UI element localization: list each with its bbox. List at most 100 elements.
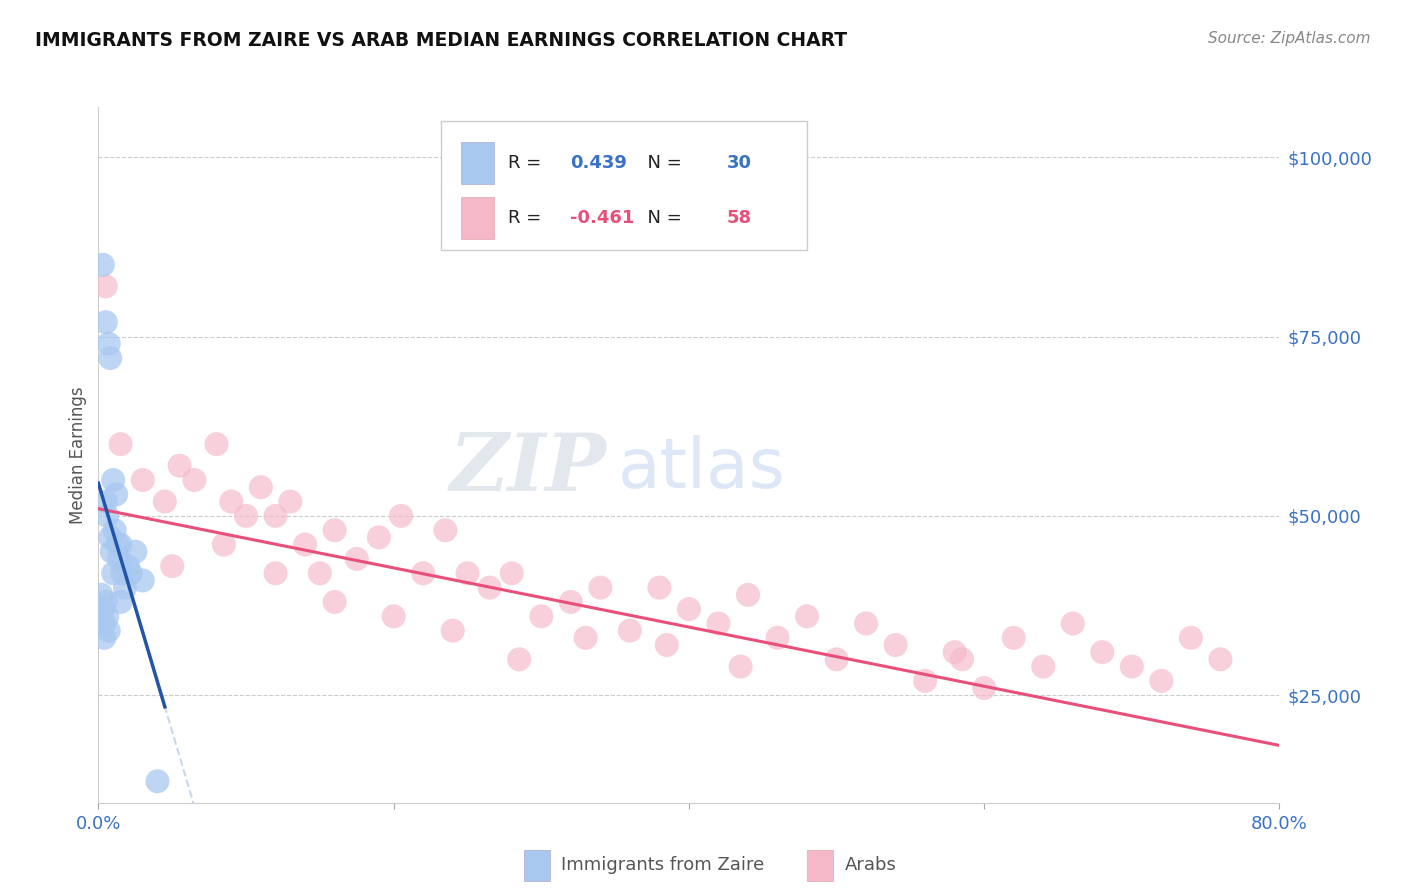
Point — [212, 538, 235, 552]
Text: R =: R = — [508, 210, 547, 227]
Point — [221, 494, 243, 508]
Point — [94, 279, 117, 293]
Point — [950, 652, 973, 666]
Bar — [523, 850, 550, 881]
Point — [323, 595, 346, 609]
Point — [914, 673, 936, 688]
Point — [737, 588, 759, 602]
Text: Arabs: Arabs — [845, 856, 897, 874]
Point — [309, 566, 332, 581]
Point — [98, 351, 121, 365]
Point — [648, 581, 671, 595]
Point — [97, 336, 120, 351]
Point — [91, 258, 114, 272]
Point — [619, 624, 641, 638]
Bar — [461, 142, 494, 184]
Text: N =: N = — [636, 153, 688, 171]
Point — [855, 616, 877, 631]
Point — [574, 631, 596, 645]
Point — [114, 581, 136, 595]
Point — [250, 480, 273, 494]
Point — [97, 624, 120, 638]
Point — [508, 652, 530, 666]
Point — [96, 609, 118, 624]
Point — [124, 545, 146, 559]
Point — [103, 566, 125, 581]
Point — [111, 566, 134, 581]
Point — [1150, 673, 1173, 688]
Point — [103, 473, 125, 487]
Text: 0.439: 0.439 — [569, 153, 627, 171]
Point — [117, 559, 139, 574]
Point — [96, 508, 118, 523]
Point — [94, 494, 117, 508]
Point — [264, 566, 287, 581]
Point — [389, 508, 412, 523]
Point — [169, 458, 191, 473]
Point — [294, 538, 316, 552]
Point — [589, 581, 612, 595]
Point — [973, 681, 995, 695]
Point — [766, 631, 789, 645]
Point — [478, 581, 501, 595]
Point — [183, 473, 205, 487]
Text: R =: R = — [508, 153, 547, 171]
Text: 58: 58 — [727, 210, 752, 227]
Point — [235, 508, 257, 523]
Point — [884, 638, 907, 652]
Point — [560, 595, 582, 609]
Point — [90, 588, 112, 602]
Point — [1121, 659, 1143, 673]
Point — [110, 437, 132, 451]
Text: atlas: atlas — [619, 435, 786, 502]
Point — [1209, 652, 1232, 666]
Point — [441, 624, 464, 638]
Point — [456, 566, 478, 581]
Point — [796, 609, 818, 624]
Point — [93, 631, 115, 645]
Point — [1062, 616, 1084, 631]
Point — [825, 652, 848, 666]
Point — [120, 566, 142, 581]
Point — [205, 437, 228, 451]
Point — [346, 552, 368, 566]
Y-axis label: Median Earnings: Median Earnings — [69, 386, 87, 524]
Point — [278, 494, 302, 508]
Point — [110, 595, 132, 609]
Point — [162, 559, 183, 574]
Text: Source: ZipAtlas.com: Source: ZipAtlas.com — [1208, 31, 1371, 46]
Point — [105, 487, 128, 501]
Point — [107, 538, 129, 552]
Point — [264, 508, 287, 523]
Point — [94, 315, 117, 329]
Point — [412, 566, 434, 581]
Point — [368, 530, 391, 544]
Point — [943, 645, 966, 659]
Text: Immigrants from Zaire: Immigrants from Zaire — [561, 856, 765, 874]
Point — [678, 602, 700, 616]
Text: -0.461: -0.461 — [569, 210, 634, 227]
Point — [1002, 631, 1025, 645]
Point — [501, 566, 523, 581]
Point — [132, 574, 155, 588]
Point — [655, 638, 678, 652]
Point — [707, 616, 730, 631]
Point — [730, 659, 752, 673]
Point — [1180, 631, 1202, 645]
Point — [530, 609, 553, 624]
Bar — [807, 850, 832, 881]
Bar — [461, 197, 494, 239]
Text: IMMIGRANTS FROM ZAIRE VS ARAB MEDIAN EARNINGS CORRELATION CHART: IMMIGRANTS FROM ZAIRE VS ARAB MEDIAN EAR… — [35, 31, 848, 50]
Point — [91, 602, 114, 616]
Point — [110, 538, 132, 552]
Point — [100, 545, 122, 559]
Point — [98, 530, 121, 544]
Text: N =: N = — [636, 210, 688, 227]
Point — [1032, 659, 1054, 673]
Point — [132, 473, 155, 487]
Point — [1091, 645, 1114, 659]
Point — [323, 523, 346, 537]
Text: 30: 30 — [727, 153, 752, 171]
Point — [94, 595, 117, 609]
Point — [153, 494, 176, 508]
